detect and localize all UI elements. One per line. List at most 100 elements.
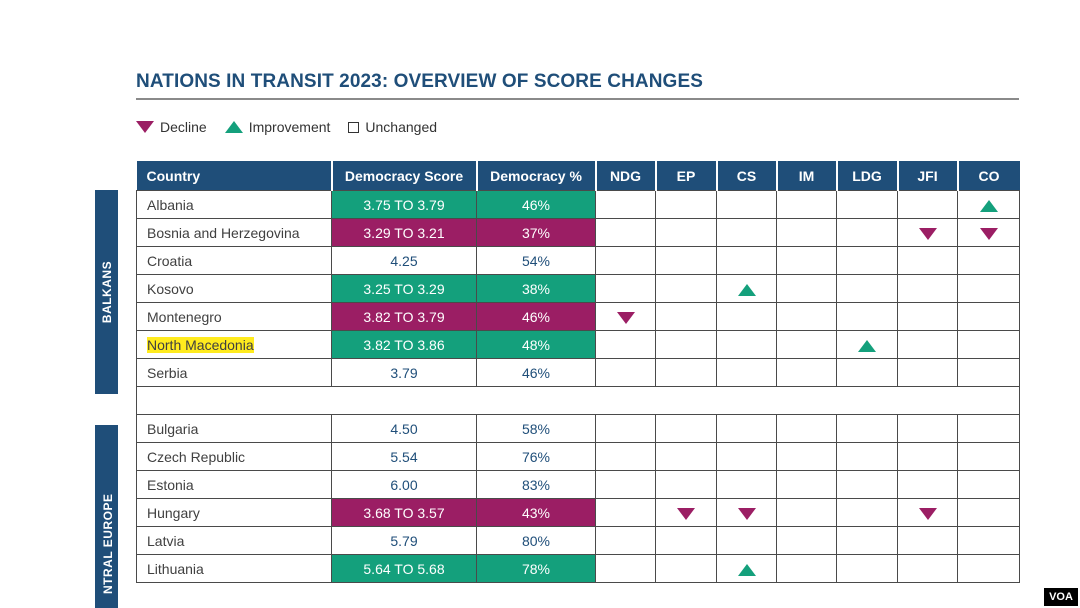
score-changes-table: Country Democracy Score Democracy % NDG …: [136, 161, 1020, 583]
ep-change-cell: [655, 526, 717, 555]
co-change-cell: [957, 526, 1020, 555]
democracy-pct-cell: 46%: [476, 358, 596, 387]
legend-unchanged: Unchanged: [348, 119, 437, 135]
table-row: Czech Republic 5.54 76%: [136, 442, 1020, 471]
democracy-score-cell: 6.00: [331, 470, 477, 499]
table-row: North Macedonia 3.82 TO 3.86 48%: [136, 330, 1020, 359]
democracy-pct-cell: 38%: [476, 274, 596, 303]
democracy-score-cell: 4.50: [331, 414, 477, 443]
table-row: Lithuania 5.64 TO 5.68 78%: [136, 554, 1020, 583]
im-change-cell: [776, 302, 837, 331]
ndg-change-cell: [595, 526, 656, 555]
democracy-score-cell: 3.75 TO 3.79: [331, 190, 477, 219]
ndg-change-cell: [595, 554, 656, 583]
im-change-cell: [776, 498, 837, 527]
jfi-change-cell: [897, 358, 958, 387]
jfi-change-cell: [897, 498, 958, 527]
co-change-cell: [957, 274, 1020, 303]
voa-logo: VOA: [1044, 588, 1078, 606]
im-change-cell: [776, 358, 837, 387]
im-change-cell: [776, 470, 837, 499]
democracy-score-cell: 3.29 TO 3.21: [331, 218, 477, 247]
ldg-change-cell: [836, 554, 898, 583]
table-body: Albania 3.75 TO 3.79 46% Bosnia and Herzego…: [136, 190, 1020, 583]
header-co: CO: [957, 161, 1020, 191]
region-label-balkans: BALKANS: [95, 190, 118, 394]
co-change-cell: [957, 302, 1020, 331]
democracy-pct-cell: 46%: [476, 190, 596, 219]
jfi-change-cell: [897, 470, 958, 499]
im-change-cell: [776, 554, 837, 583]
country-cell: Hungary: [136, 498, 332, 527]
democracy-score-cell: 3.68 TO 3.57: [331, 498, 477, 527]
cs-change-cell: [716, 330, 777, 359]
header-im: IM: [776, 161, 838, 191]
ldg-change-cell: [836, 526, 898, 555]
ndg-change-cell: [595, 302, 656, 331]
democracy-score-cell: 3.25 TO 3.29: [331, 274, 477, 303]
ndg-change-cell: [595, 330, 656, 359]
separator-cell: [136, 386, 1020, 415]
page-title: NATIONS IN TRANSIT 2023: OVERVIEW OF SCO…: [136, 71, 703, 92]
co-change-cell: [957, 218, 1020, 247]
ldg-change-cell: [836, 470, 898, 499]
legend-improvement-label: Improvement: [248, 119, 331, 135]
ep-change-cell: [655, 554, 717, 583]
table-row: Croatia 4.25 54%: [136, 246, 1020, 275]
ep-change-cell: [655, 246, 717, 275]
democracy-score-cell: 3.82 TO 3.79: [331, 302, 477, 331]
table-row: Latvia 5.79 80%: [136, 526, 1020, 555]
country-cell: Montenegro: [136, 302, 332, 331]
header-ndg: NDG: [595, 161, 657, 191]
jfi-change-cell: [897, 442, 958, 471]
country-name: North Macedonia: [147, 336, 254, 353]
ep-change-cell: [655, 414, 717, 443]
table-row: Kosovo 3.25 TO 3.29 38%: [136, 274, 1020, 303]
table-row: Montenegro 3.82 TO 3.79 46%: [136, 302, 1020, 331]
democracy-score-cell: 5.79: [331, 526, 477, 555]
country-name: Bulgaria: [147, 420, 199, 437]
country-cell: Estonia: [136, 470, 332, 499]
jfi-change-cell: [897, 330, 958, 359]
country-cell: Bulgaria: [136, 414, 332, 443]
jfi-change-cell: [897, 274, 958, 303]
jfi-change-cell: [897, 190, 958, 219]
decline-triangle-icon: [979, 227, 998, 240]
header-ep: EP: [655, 161, 718, 191]
ndg-change-cell: [595, 274, 656, 303]
table-row: Bosnia and Herzegovina 3.29 TO 3.21 37%: [136, 218, 1020, 247]
jfi-change-cell: [897, 246, 958, 275]
democracy-pct-cell: 78%: [476, 554, 596, 583]
ldg-change-cell: [836, 218, 898, 247]
legend-improvement: Improvement: [224, 119, 331, 135]
co-change-cell: [957, 442, 1020, 471]
cs-change-cell: [716, 470, 777, 499]
democracy-pct-cell: 76%: [476, 442, 596, 471]
country-cell: Bosnia and Herzegovina: [136, 218, 332, 247]
unchanged-box-icon: [348, 121, 360, 133]
co-change-cell: [957, 470, 1020, 499]
ldg-change-cell: [836, 358, 898, 387]
im-change-cell: [776, 526, 837, 555]
ndg-change-cell: [595, 190, 656, 219]
im-change-cell: [776, 442, 837, 471]
ldg-change-cell: [836, 246, 898, 275]
decline-triangle-icon: [737, 507, 756, 520]
title-divider: [136, 98, 1019, 100]
democracy-pct-cell: 58%: [476, 414, 596, 443]
improvement-triangle-icon: [737, 563, 756, 576]
country-cell: Lithuania: [136, 554, 332, 583]
ldg-change-cell: [836, 190, 898, 219]
co-change-cell: [957, 330, 1020, 359]
cs-change-cell: [716, 274, 777, 303]
country-cell: Czech Republic: [136, 442, 332, 471]
header-democracy-pct: Democracy %: [476, 161, 597, 191]
country-name: Serbia: [147, 364, 188, 381]
co-change-cell: [957, 358, 1020, 387]
co-change-cell: [957, 246, 1020, 275]
cs-change-cell: [716, 442, 777, 471]
improvement-triangle-icon: [979, 199, 998, 212]
decline-triangle-icon: [677, 507, 695, 520]
header-jfi: JFI: [897, 161, 959, 191]
country-name: Czech Republic: [147, 448, 246, 465]
